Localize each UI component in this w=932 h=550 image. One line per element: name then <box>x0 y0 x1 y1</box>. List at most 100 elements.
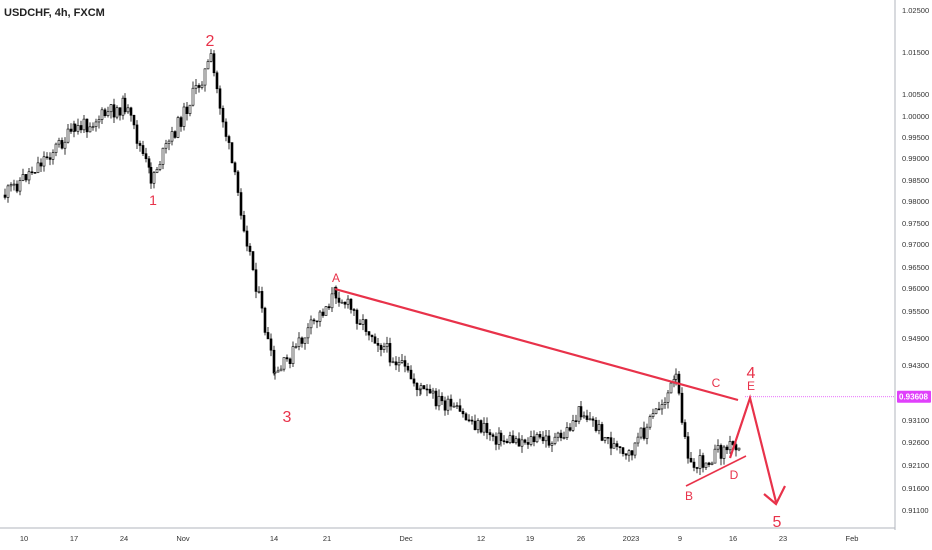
x-tick-label: Nov <box>176 534 190 543</box>
candle <box>15 183 19 192</box>
candles <box>3 49 741 476</box>
candle <box>499 432 503 442</box>
candle <box>330 293 334 309</box>
candle <box>352 309 356 311</box>
x-tick-label: Dec <box>399 534 413 543</box>
candle <box>547 435 551 446</box>
candle <box>334 287 338 299</box>
candle <box>254 269 258 292</box>
candle <box>473 420 477 431</box>
candle <box>654 408 658 414</box>
candle <box>300 337 304 344</box>
candle <box>251 251 255 271</box>
candle <box>680 392 684 423</box>
candle <box>437 395 441 407</box>
wave-label-1: 1 <box>149 192 157 208</box>
candle <box>446 398 450 411</box>
current-price-tag <box>897 390 931 403</box>
candle <box>449 398 453 407</box>
triangle-label-B: B <box>685 489 693 503</box>
candle <box>197 85 201 88</box>
candle <box>233 162 237 173</box>
candle <box>615 443 619 447</box>
y-tick-label: 0.98500 <box>902 176 929 185</box>
candle <box>422 385 426 390</box>
candle <box>309 319 313 329</box>
current-price-label: 0.93608 <box>899 393 928 402</box>
x-tick-label: 17 <box>70 534 78 543</box>
candle <box>397 362 401 366</box>
x-tick-label: 19 <box>526 534 534 543</box>
y-tick-label: 0.96000 <box>902 284 929 293</box>
candle <box>51 152 55 160</box>
y-tick-label: 0.95500 <box>902 307 929 316</box>
candle <box>627 450 631 456</box>
y-tick-label: 0.99500 <box>902 133 929 142</box>
candle <box>18 180 22 192</box>
candle <box>388 343 392 363</box>
candle <box>106 111 110 116</box>
candle <box>443 400 447 411</box>
candle <box>529 436 533 445</box>
triangle-label-E: E <box>747 379 755 393</box>
candle <box>149 167 153 184</box>
wave-label-2: 2 <box>206 33 215 50</box>
candle <box>73 123 77 132</box>
candle <box>461 411 465 415</box>
candle <box>476 420 480 431</box>
candle <box>523 439 527 443</box>
candle <box>215 72 219 90</box>
candle <box>245 230 249 247</box>
candle <box>76 125 80 132</box>
candle <box>394 361 398 366</box>
candle <box>642 427 646 439</box>
candle <box>346 298 350 305</box>
candle <box>60 140 64 149</box>
candle <box>161 147 165 165</box>
candle <box>12 183 16 186</box>
triangle-label-C: C <box>712 376 721 390</box>
triangle-upper-trendline <box>334 287 739 402</box>
candle <box>585 415 589 420</box>
candle <box>349 298 353 310</box>
candle <box>191 87 195 106</box>
candle <box>212 53 216 74</box>
candle <box>674 373 678 380</box>
candle <box>167 140 171 144</box>
candle <box>118 107 122 116</box>
y-tick-label: 0.94300 <box>902 361 929 370</box>
x-tick-label: Feb <box>846 534 859 543</box>
candle <box>82 118 86 131</box>
x-tick-label: 12 <box>477 534 485 543</box>
candle <box>6 185 10 198</box>
y-tick-label: 1.00000 <box>902 112 929 121</box>
candle <box>100 109 104 120</box>
candle <box>532 436 536 443</box>
candle <box>176 117 180 138</box>
candle <box>562 437 566 439</box>
candle <box>179 117 183 127</box>
candle <box>21 174 25 181</box>
candle <box>273 371 277 374</box>
candle <box>121 97 125 116</box>
y-tick-label: 1.02500 <box>902 6 929 15</box>
candle <box>520 439 524 447</box>
candle <box>594 419 598 431</box>
candle <box>288 358 292 364</box>
candle <box>695 467 699 469</box>
candle <box>194 85 198 89</box>
candle <box>91 126 95 128</box>
candle <box>517 438 521 447</box>
candle <box>279 368 283 372</box>
candle <box>355 309 359 324</box>
wave-label-4: 4 <box>747 365 756 382</box>
x-tick-label: 16 <box>729 534 737 543</box>
candle <box>597 424 601 431</box>
candle <box>431 390 435 394</box>
candle <box>425 388 429 391</box>
candle <box>502 440 506 443</box>
candle <box>559 432 563 439</box>
candle <box>415 382 419 390</box>
y-tick-label: 0.96500 <box>902 263 929 272</box>
